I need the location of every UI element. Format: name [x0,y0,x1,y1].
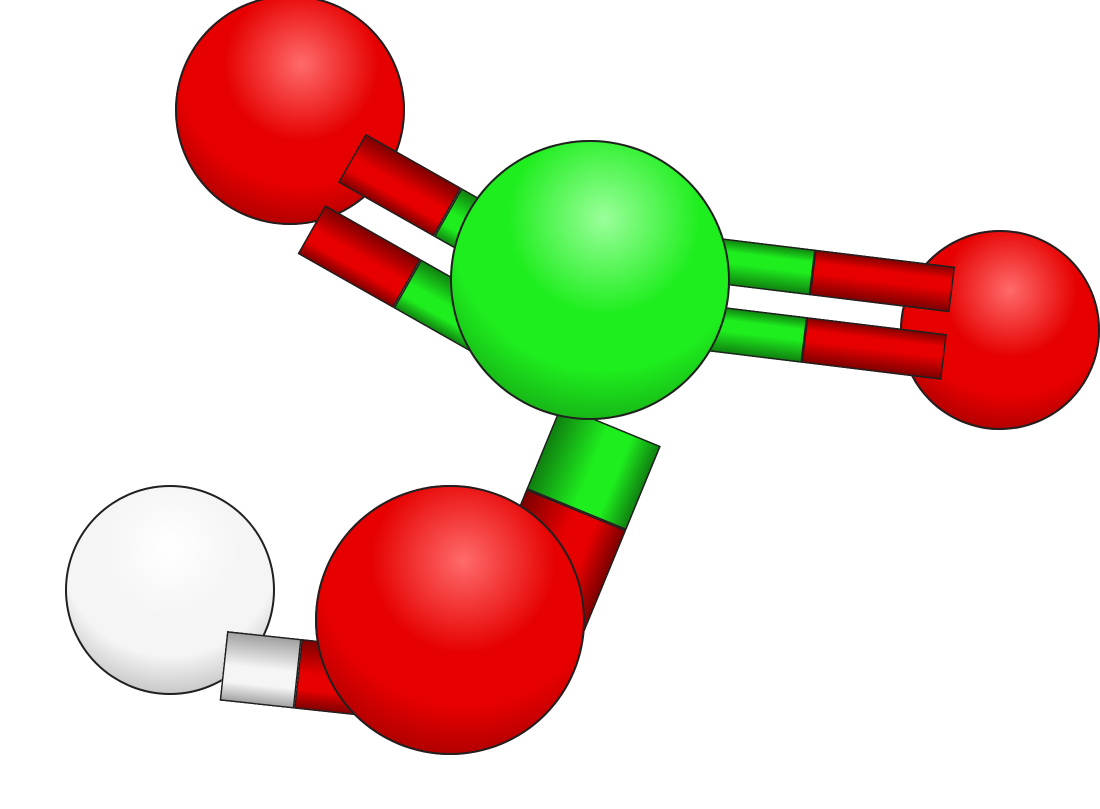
atom-O2 [900,230,1100,430]
atom-O3 [315,485,585,755]
molecule-stage [0,0,1100,809]
bond-O3-H [220,631,302,709]
atom-Cl [450,140,730,420]
